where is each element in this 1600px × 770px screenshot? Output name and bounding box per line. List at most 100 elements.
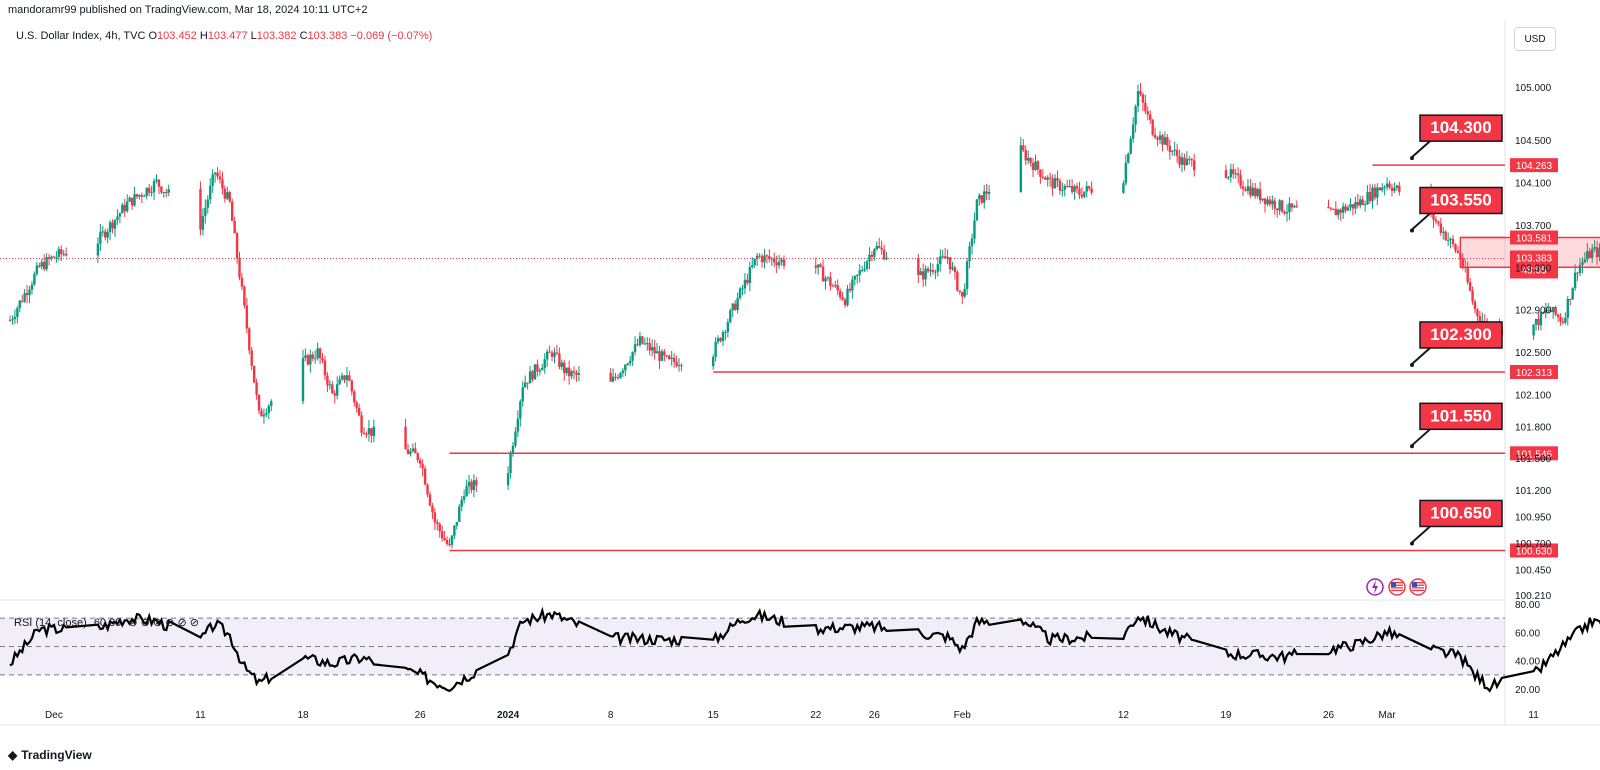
candle-body: [1283, 211, 1286, 214]
candle-body: [1178, 156, 1181, 165]
candle-body: [853, 276, 857, 280]
currency-button[interactable]: USD: [1514, 27, 1556, 51]
candle-body: [1442, 231, 1445, 233]
candle-body: [306, 355, 310, 365]
candle-body: [1256, 189, 1259, 197]
flag-canton: [1391, 582, 1396, 587]
candle-body: [223, 188, 227, 199]
candle-body: [553, 352, 556, 357]
candle-body: [138, 194, 141, 197]
candle-body: [353, 391, 356, 403]
candle-body: [531, 371, 534, 380]
candle-body: [367, 428, 371, 435]
candle-body: [438, 524, 441, 532]
price-tick-label: 101.200: [1515, 486, 1552, 497]
high-value: 103.477: [207, 30, 248, 42]
candle-body: [1090, 188, 1093, 193]
symbol-legend[interactable]: U.S. Dollar Index, 4h, TVC O103.452 H103…: [16, 30, 432, 42]
candle-body: [416, 453, 419, 461]
candle-body: [1549, 309, 1552, 313]
candle-body: [780, 259, 783, 262]
candle-body: [316, 348, 319, 359]
candle-body: [1263, 198, 1267, 205]
candle-body: [1193, 160, 1196, 171]
candle-body: [978, 195, 981, 200]
candle-body: [60, 249, 63, 255]
flag-stripe: [1391, 587, 1403, 589]
candle-body: [1048, 177, 1052, 179]
rsi-settings-icons[interactable]: ⊘ ⊘ ⊘ ⊘ ⊘ ⊘: [128, 617, 199, 629]
candle-body: [668, 355, 671, 359]
candle-body: [567, 367, 571, 377]
candle-body: [870, 254, 874, 257]
candle-body: [108, 222, 112, 233]
candle-body: [834, 285, 837, 287]
level-axis-label: 104.263: [1516, 161, 1553, 172]
candle-body: [357, 407, 361, 416]
candle-body: [304, 355, 307, 358]
candle-body: [838, 290, 842, 298]
close-value: 103.383: [307, 30, 348, 42]
candle-body: [331, 384, 334, 394]
candle-body: [548, 351, 551, 353]
candle-body: [245, 305, 249, 329]
candle-body: [216, 172, 219, 177]
candle-body: [816, 264, 820, 268]
candle-body: [1063, 186, 1066, 190]
candle-body: [1141, 94, 1145, 103]
candle-body: [45, 257, 48, 270]
candle-body: [948, 257, 952, 270]
level-callout: [1419, 186, 1503, 215]
candle-body: [619, 373, 622, 378]
candle-body: [746, 279, 749, 284]
candle-body: [314, 358, 317, 360]
rsi-legend[interactable]: RSI (14, close) 60.39 ⊘ ⊘ ⊘ ⊘ ⊘ ⊘: [14, 616, 199, 629]
candle-body: [716, 338, 720, 342]
candle-body: [123, 204, 126, 212]
candle-body: [643, 343, 647, 345]
candle-body: [1285, 212, 1289, 214]
candle-body: [1066, 186, 1069, 188]
candle-body: [1254, 187, 1257, 197]
candle-body: [1373, 187, 1377, 198]
candle-body: [848, 288, 852, 291]
candle-body: [983, 191, 986, 203]
candle-body: [1566, 299, 1569, 318]
candle-body: [1354, 202, 1357, 209]
candle-body: [1473, 301, 1477, 310]
candle-body: [240, 277, 244, 287]
candle-body: [921, 271, 925, 280]
candle-body: [1434, 219, 1438, 222]
candle-body: [28, 289, 31, 296]
candle-body: [1371, 187, 1374, 201]
candle-body: [458, 506, 461, 522]
candle-body: [851, 279, 854, 291]
candle-body: [1547, 309, 1550, 311]
candle-body: [348, 375, 351, 381]
candle-body: [467, 481, 471, 487]
callout-pointer: [1411, 525, 1431, 544]
candle-body: [1544, 309, 1548, 314]
candle-body: [431, 505, 434, 513]
candle-body: [650, 347, 654, 351]
candle-body: [233, 220, 236, 234]
level-callout-label: 103.550: [1430, 190, 1491, 209]
candle-body: [1591, 248, 1594, 258]
level-callout-label: 102.300: [1430, 325, 1491, 344]
candle-body: [419, 460, 422, 464]
candle-body: [338, 379, 341, 385]
candle-body: [1122, 183, 1125, 193]
candle-body: [939, 256, 942, 265]
candle-body: [21, 300, 24, 302]
candle-body: [929, 270, 932, 272]
callout-anchor: [1410, 228, 1414, 233]
candle-body: [836, 285, 839, 291]
candle-body: [448, 543, 451, 545]
candle-body: [680, 365, 683, 367]
candle-body: [712, 356, 715, 367]
candle-body: [38, 265, 41, 267]
candle-body: [262, 414, 266, 417]
candle-body: [1246, 186, 1250, 191]
candle-body: [846, 288, 849, 306]
